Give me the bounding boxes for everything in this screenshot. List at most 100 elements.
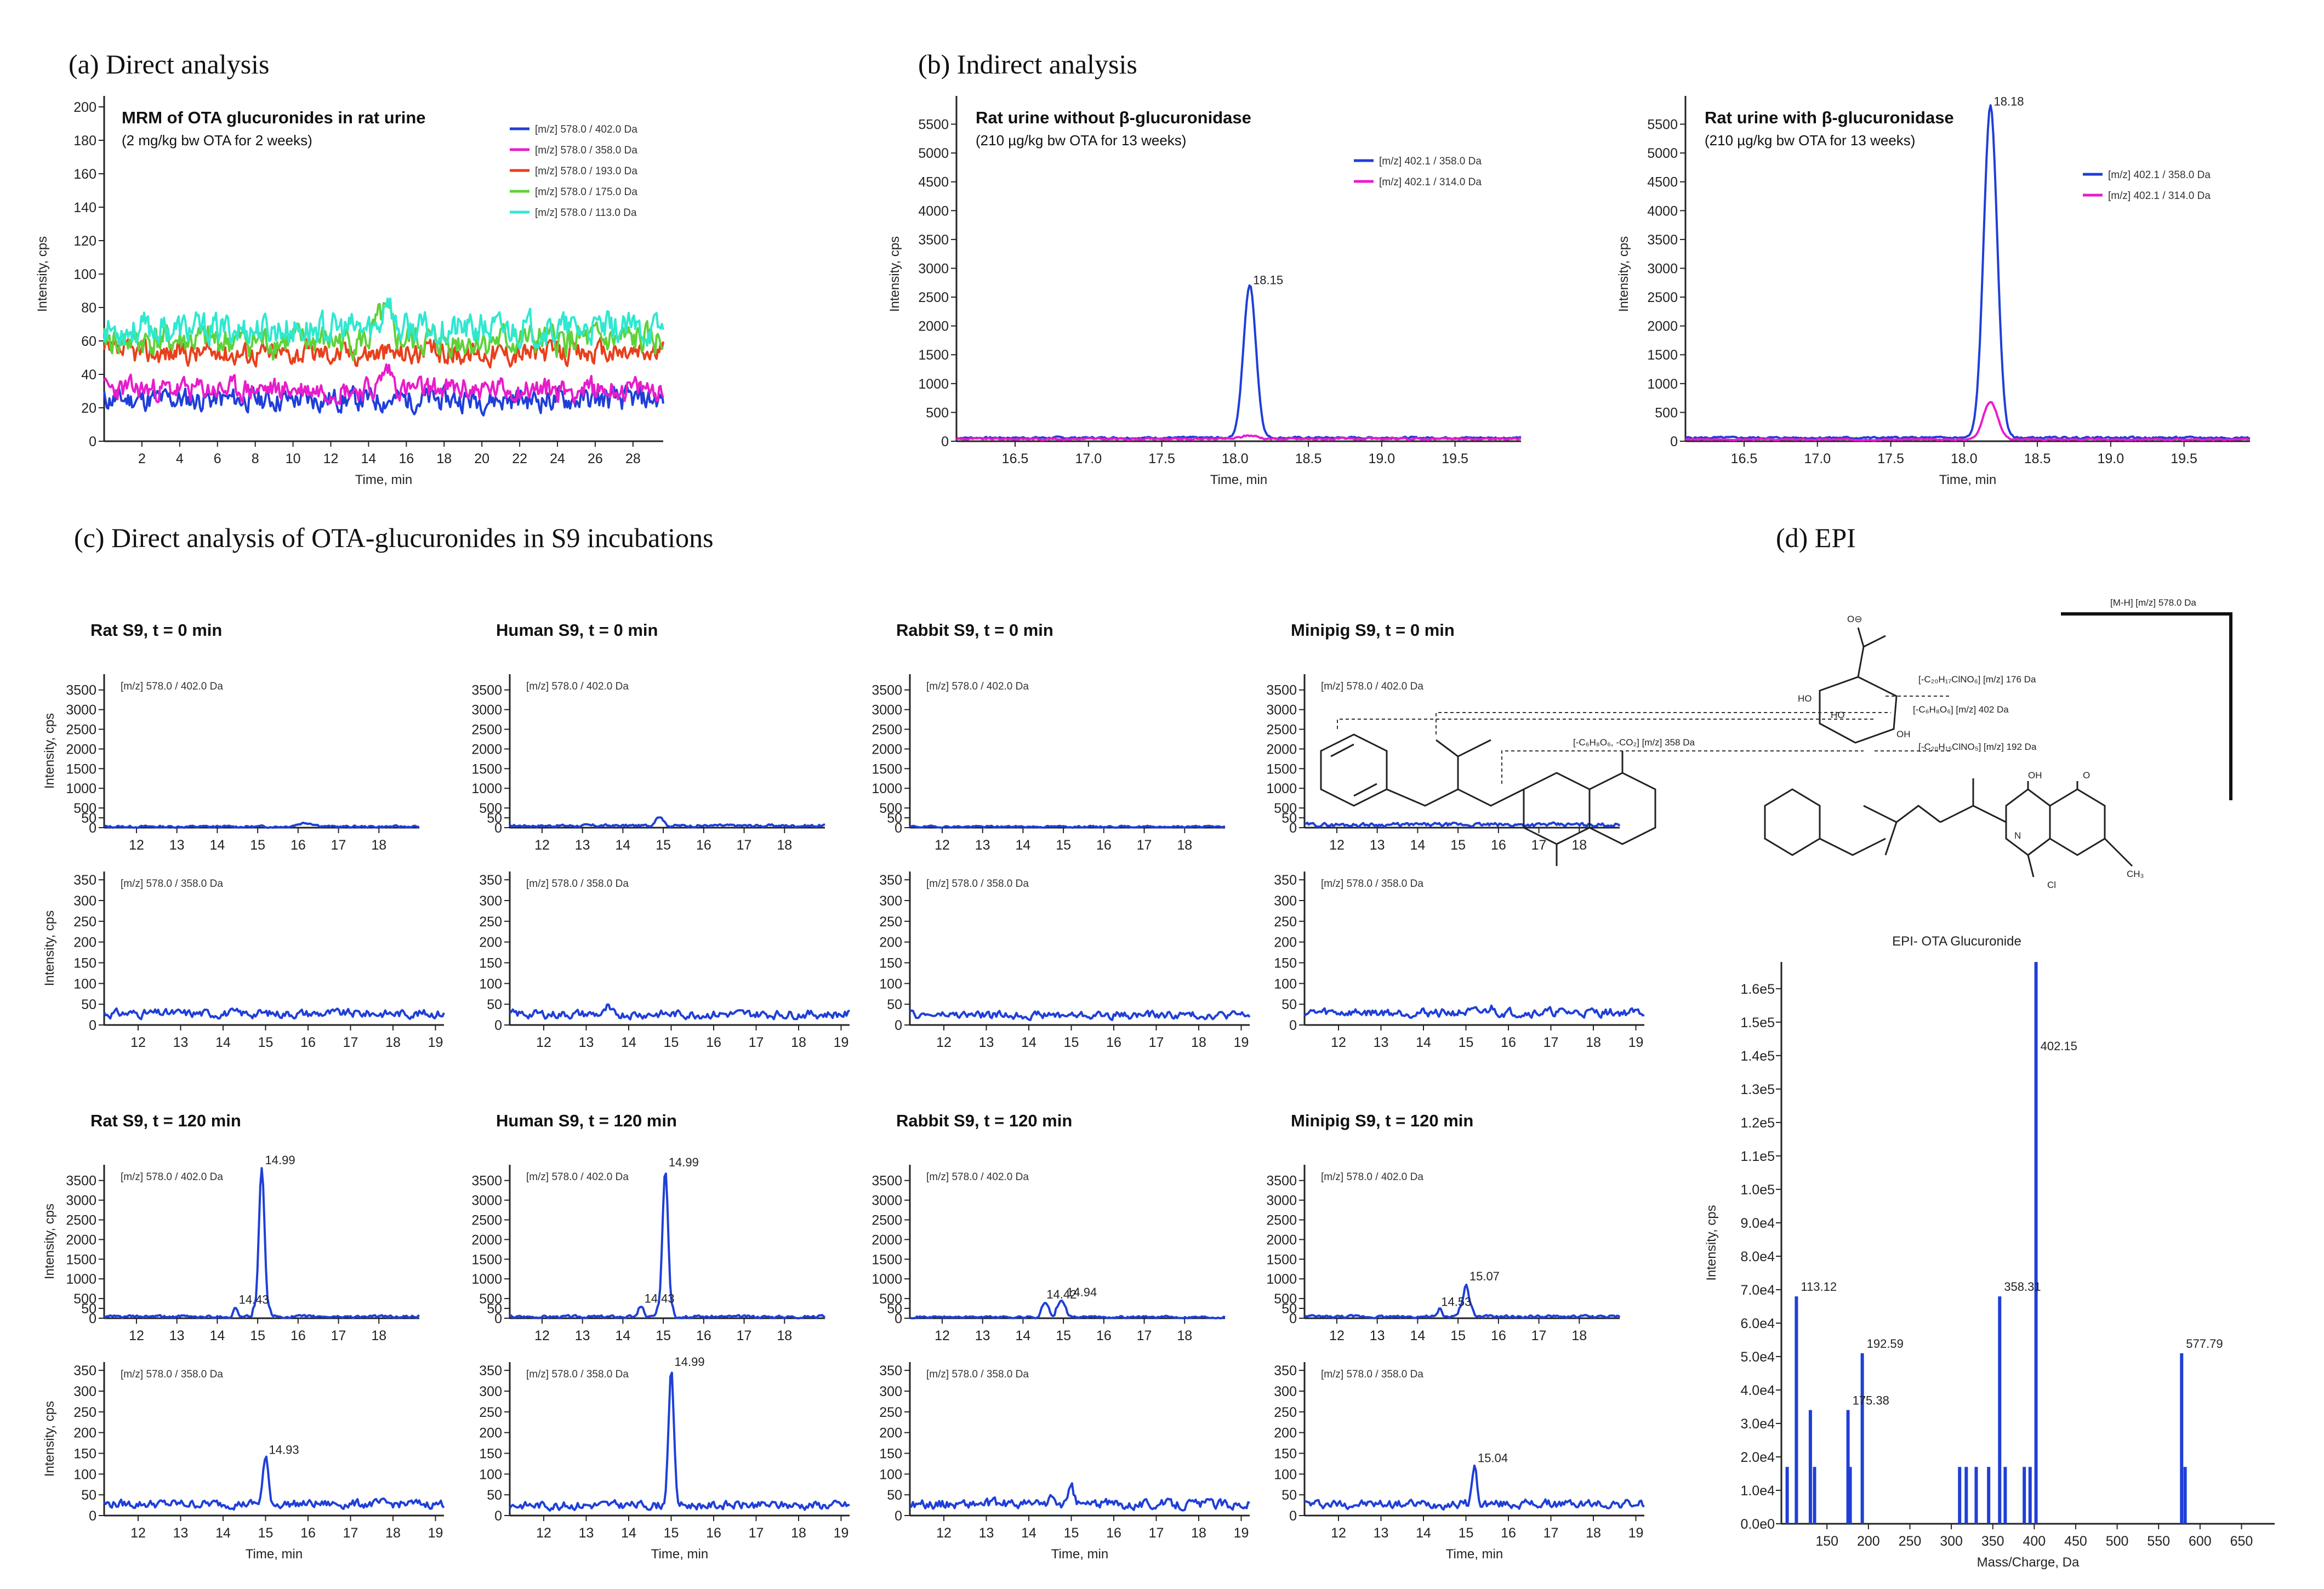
phenyl-ring [1320, 733, 1388, 807]
legend-entry: [m/z] 578.0 / 402.0 Da [526, 1171, 629, 1183]
y-tick-label: 50 [887, 811, 902, 826]
y-tick-label: 500 [1274, 1291, 1297, 1307]
x-tick-label: 14 [215, 1035, 231, 1050]
y-tick-label: 300 [1274, 893, 1297, 909]
series-line [909, 1482, 1250, 1512]
y-tick-label: 1500 [66, 1252, 96, 1267]
x-tick-label: 14 [1416, 1525, 1431, 1541]
x-tick-label: 14 [215, 1525, 231, 1541]
chart-title: Rabbit S9, t = 120 min [896, 1111, 1072, 1130]
x-tick-label: 10 [286, 451, 301, 466]
amide-link [1863, 778, 2007, 856]
y-axis-label: Intensity, cps [42, 1204, 57, 1279]
y-tick-label: 1000 [471, 781, 502, 796]
y-tick-label: 3000 [872, 703, 902, 718]
x-tick-label: 18 [1571, 838, 1587, 853]
x-tick-label: 17 [737, 838, 752, 853]
x-tick-label: 15 [250, 1328, 265, 1343]
x-tick-label: 15 [1459, 1035, 1474, 1050]
x-tick-label: 15 [1450, 1328, 1466, 1343]
x-tick-label: 18 [1191, 1525, 1206, 1541]
y-tick-label: 0 [89, 434, 96, 449]
y-tick-label: 100 [1274, 1467, 1297, 1482]
y-tick-label: 500 [479, 801, 502, 816]
y-tick-label: 1.0e5 [1740, 1182, 1775, 1198]
legend-entry: [m/z] 578.0 / 402.0 Da [1321, 1171, 1423, 1183]
y-tick-label: 150 [73, 955, 96, 971]
x-tick-label: 13 [173, 1525, 189, 1541]
x-tick-label: 17 [1137, 838, 1152, 853]
atom-ch3: CH₃ [2127, 869, 2144, 879]
x-tick-label: 17 [1543, 1525, 1559, 1541]
legend-entry: [m/z] 578.0 / 358.0 Da [121, 878, 223, 890]
chart-minipig-0-358: 0 50 100 150 200 250 300 350 12 13 14 15 16 17 18 19 [m/… [1274, 872, 1645, 1050]
y-axis-label: Intensity, cps [887, 236, 902, 312]
series-line [1304, 1283, 1621, 1319]
y-tick-label: 300 [479, 893, 502, 909]
series-line [103, 363, 664, 405]
y-tick-label: 50 [1281, 997, 1297, 1012]
y-tick-label: 300 [479, 1384, 502, 1399]
y-tick-label: 2000 [66, 1232, 96, 1248]
x-tick-label: 26 [588, 451, 603, 466]
y-tick-label: 1500 [471, 761, 502, 777]
y-tick-label: 50 [81, 1488, 96, 1503]
peak-label: 18.15 [1253, 273, 1283, 287]
peak-label: 577.79 [2186, 1337, 2223, 1351]
x-tick-label: 18 [777, 1328, 792, 1343]
y-tick-label: 50 [887, 1301, 902, 1317]
x-tick-label: 15 [1056, 838, 1071, 853]
y-tick-label: 250 [73, 914, 96, 930]
y-tick-label: 1000 [1647, 377, 1678, 392]
series-line [1685, 104, 2251, 441]
x-tick-label: 12 [534, 1328, 550, 1343]
atom-oh-top: OH [1896, 729, 1911, 739]
series-line [509, 1371, 850, 1512]
x-tick-label: 14 [1021, 1525, 1036, 1541]
chart-urine-with-enzyme: 0 500 1000 1500 2000 2500 3000 3500 4000 4500 5000… [1616, 94, 2251, 487]
legend-entry: [m/z] 402.1 / 314.0 Da [2108, 190, 2211, 202]
atom-o-lactone: O [2083, 770, 2090, 781]
y-tick-label: 250 [73, 1405, 96, 1420]
precursor-label: [M-H] [m/z] 578.0 Da [2110, 597, 2196, 608]
y-tick-label: 500 [879, 1291, 902, 1307]
series-line [103, 383, 664, 417]
y-tick-label: 2.0e4 [1740, 1450, 1775, 1465]
y-tick-label: 50 [81, 997, 96, 1012]
y-tick-label: 1500 [872, 761, 902, 777]
x-tick-label: 16 [696, 838, 711, 853]
x-tick-label: 13 [1374, 1525, 1389, 1541]
legend-entry: [m/z] 578.0 / 113.0 Da [535, 207, 637, 219]
y-tick-label: 150 [879, 955, 902, 971]
phenyl-ring-2 [1764, 788, 1886, 856]
x-tick-label: 12 [534, 838, 550, 853]
x-tick-label: 13 [1370, 838, 1385, 853]
y-tick-label: 50 [487, 1488, 502, 1503]
y-tick-label: 3500 [1266, 683, 1297, 698]
y-tick-label: 3000 [66, 703, 96, 718]
series-line [509, 1172, 826, 1319]
y-tick-label: 0 [89, 821, 96, 836]
x-tick-label: 12 [936, 1525, 952, 1541]
peak-label: 14.93 [269, 1443, 299, 1457]
y-tick-label: 50 [487, 811, 502, 826]
x-tick-label: 13 [579, 1035, 594, 1050]
y-tick-label: 1.3e5 [1740, 1082, 1775, 1097]
y-tick-label: 0 [89, 1311, 96, 1326]
x-tick-label: 13 [1370, 1328, 1385, 1343]
y-tick-label: 350 [879, 1363, 902, 1379]
y-tick-label: 300 [73, 893, 96, 909]
y-tick-label: 50 [487, 997, 502, 1012]
series-line [1303, 1004, 1645, 1020]
legend-entry: [m/z] 578.0 / 358.0 Da [1321, 878, 1423, 890]
y-tick-label: 500 [926, 405, 949, 420]
y-tick-label: 40 [81, 367, 96, 383]
chart-title: Rat urine with β-glucuronidase [1705, 108, 1954, 127]
y-tick-label: 350 [1274, 1363, 1297, 1379]
y-tick-label: 20 [81, 401, 96, 416]
y-tick-label: 3500 [1647, 232, 1678, 248]
y-tick-label: 1000 [1266, 781, 1297, 796]
y-tick-label: 2000 [471, 1232, 502, 1248]
x-tick-label: 17 [1149, 1525, 1164, 1541]
x-tick-label: 17 [1543, 1035, 1559, 1050]
